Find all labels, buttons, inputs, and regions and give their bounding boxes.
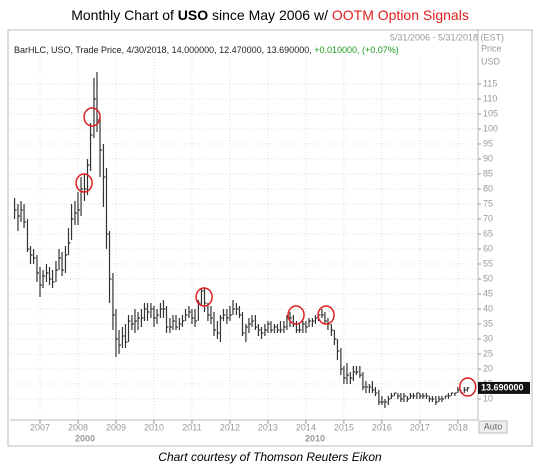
y-tick-label: 65 xyxy=(483,228,493,238)
title-part: USO xyxy=(178,7,208,23)
title-part: OOTM Option Signals xyxy=(332,7,469,23)
footer: Chart courtesy of Thomson Reuters Eikon xyxy=(158,450,382,464)
y-tick-label: 115 xyxy=(483,78,497,88)
signal-circle xyxy=(287,305,305,325)
chart-frame xyxy=(7,29,533,447)
x-tick-label: 2012 xyxy=(220,422,240,432)
last-price-label: 13.690000 xyxy=(481,382,524,392)
y-tick-label: 50 xyxy=(483,273,493,283)
y-tick-label: 35 xyxy=(483,318,493,328)
auto-label: Auto xyxy=(484,421,503,431)
x-tick-label: 2007 xyxy=(30,422,50,432)
x-tick-label: 2015 xyxy=(334,422,354,432)
y-axis-label: USD xyxy=(481,56,501,66)
legend: BarHLC, USO, Trade Price, 4/30/2018, 14.… xyxy=(14,45,399,55)
x-tick-label: 2017 xyxy=(410,422,430,432)
y-tick-label: 40 xyxy=(483,303,493,313)
y-tick-label: 10 xyxy=(483,393,493,403)
chart-title: Monthly Chart of USO since May 2006 w/ O… xyxy=(71,7,469,23)
signal-circle xyxy=(195,287,213,307)
x-tick-label: 2018 xyxy=(448,422,468,432)
y-tick-label: 45 xyxy=(483,288,493,298)
y-tick-label: 70 xyxy=(483,213,493,223)
signal-circle xyxy=(458,377,477,397)
y-tick-label: 90 xyxy=(483,153,493,163)
decade-label: 2000 xyxy=(75,433,95,443)
x-tick-label: 2016 xyxy=(372,422,392,432)
y-axis-label: Price xyxy=(481,43,502,53)
x-tick-label: 2008 xyxy=(68,422,88,432)
legend-text: BarHLC, USO, Trade Price, 4/30/2018, 14.… xyxy=(14,45,312,55)
x-tick-label: 2009 xyxy=(106,422,126,432)
last-price-box xyxy=(478,381,530,394)
y-tick-label: 25 xyxy=(483,348,493,358)
legend-change: +0.010000, (+0.07%) xyxy=(314,45,399,55)
y-tick-label: 30 xyxy=(483,333,493,343)
signal-circle xyxy=(317,305,335,325)
y-tick-label: 85 xyxy=(483,168,493,178)
y-tick-label: 100 xyxy=(483,123,498,133)
title-part: since May 2006 w/ xyxy=(208,7,332,23)
decade-label: 2010 xyxy=(305,433,325,443)
y-tick-label: 105 xyxy=(483,108,498,118)
y-tick-label: 55 xyxy=(483,258,493,268)
y-tick-label: 110 xyxy=(483,93,497,103)
title-part: Monthly Chart of xyxy=(71,7,178,23)
y-tick-label: 80 xyxy=(483,183,493,193)
y-tick-label: 95 xyxy=(483,138,493,148)
signal-circle xyxy=(83,107,101,127)
x-tick-label: 2011 xyxy=(182,422,201,432)
date-range: 5/31/2006 - 5/31/2018 (EST) xyxy=(390,32,504,42)
x-tick-label: 2014 xyxy=(296,422,316,432)
y-tick-label: 20 xyxy=(483,363,493,373)
x-tick-label: 2013 xyxy=(258,422,278,432)
signal-circle xyxy=(75,173,93,193)
auto-button[interactable] xyxy=(478,420,508,434)
y-tick-label: 60 xyxy=(483,243,493,253)
y-tick-label: 75 xyxy=(483,198,493,208)
x-tick-label: 2010 xyxy=(144,422,164,432)
